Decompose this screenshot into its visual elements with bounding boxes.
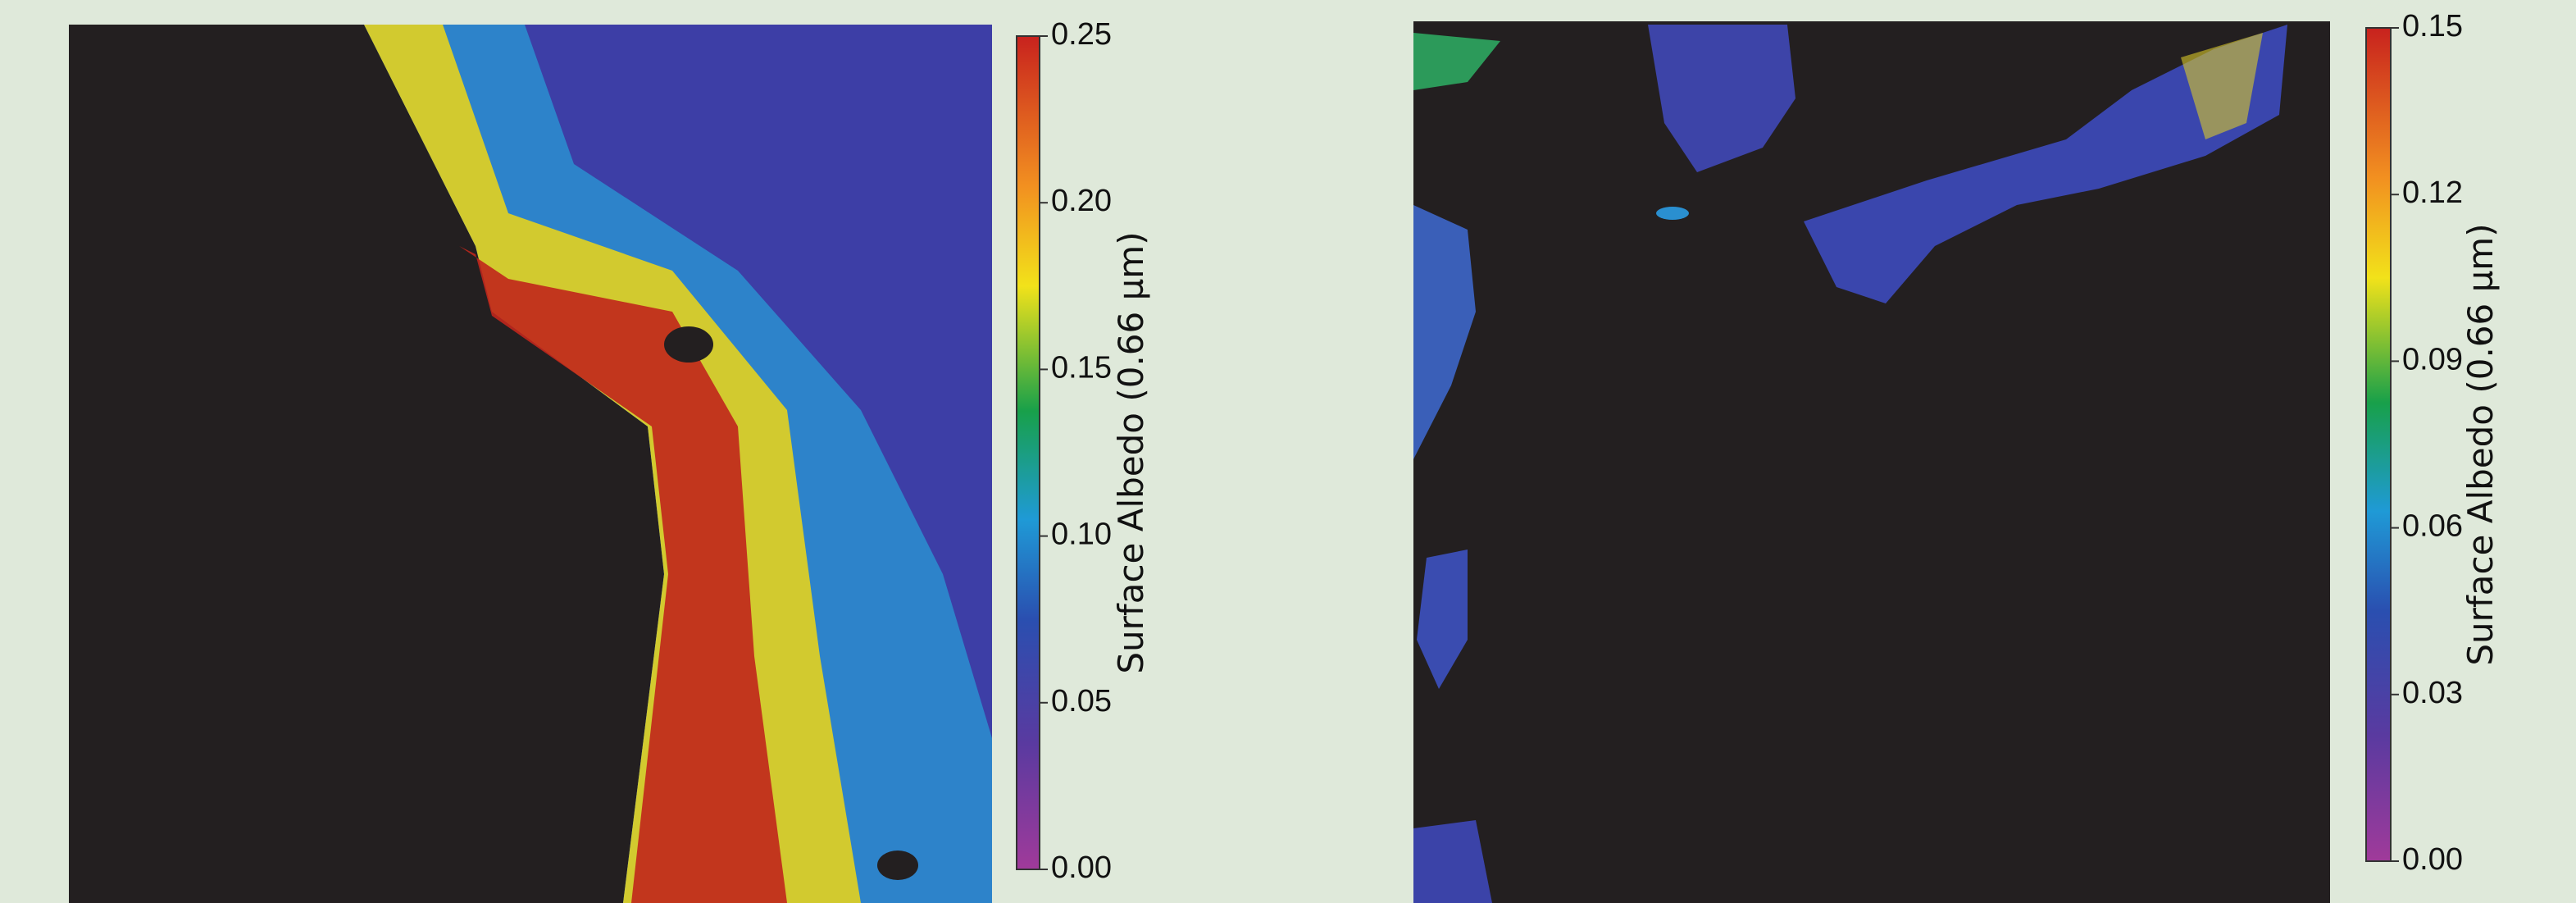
map-left bbox=[69, 25, 992, 903]
colorbar-tick-label: 0.20 bbox=[1051, 184, 1112, 218]
colorbar-tick-label: 0.15 bbox=[1051, 350, 1112, 385]
colorbar-scale bbox=[2365, 27, 2392, 862]
colorbar-tick-label: 0.15 bbox=[2402, 9, 2463, 43]
colorbar-scale bbox=[1016, 35, 1040, 870]
colorbar-right: 0.00 0.03 0.06 0.09 0.12 0.15 Surface Albedo (… bbox=[2365, 9, 2501, 877]
colorbar-label: Surface Albedo (0.66 µm) bbox=[1111, 231, 1151, 673]
colorbar-tick-label: 0.05 bbox=[1051, 684, 1112, 718]
colorbar-tick-label: 0.09 bbox=[2402, 342, 2463, 376]
colorbar-tick-label: 0.03 bbox=[2402, 676, 2463, 710]
colorbar-tick-label: 0.25 bbox=[1051, 17, 1112, 52]
colorbar-tick-label: 0.00 bbox=[1051, 851, 1112, 885]
colorbar-label: Surface Albedo (0.66 µm) bbox=[2460, 223, 2501, 665]
colorbar-tick-label: 0.06 bbox=[2402, 509, 2463, 544]
colorbar-tick-label: 0.12 bbox=[2402, 176, 2463, 210]
map-right bbox=[1413, 21, 2330, 903]
colorbar-tick-label: 0.00 bbox=[2402, 842, 2463, 877]
colorbar-left: 0.00 0.05 0.10 0.15 0.20 0.25 Surface Albedo (… bbox=[1016, 17, 1151, 885]
colorbar-tick-label: 0.10 bbox=[1051, 518, 1112, 552]
